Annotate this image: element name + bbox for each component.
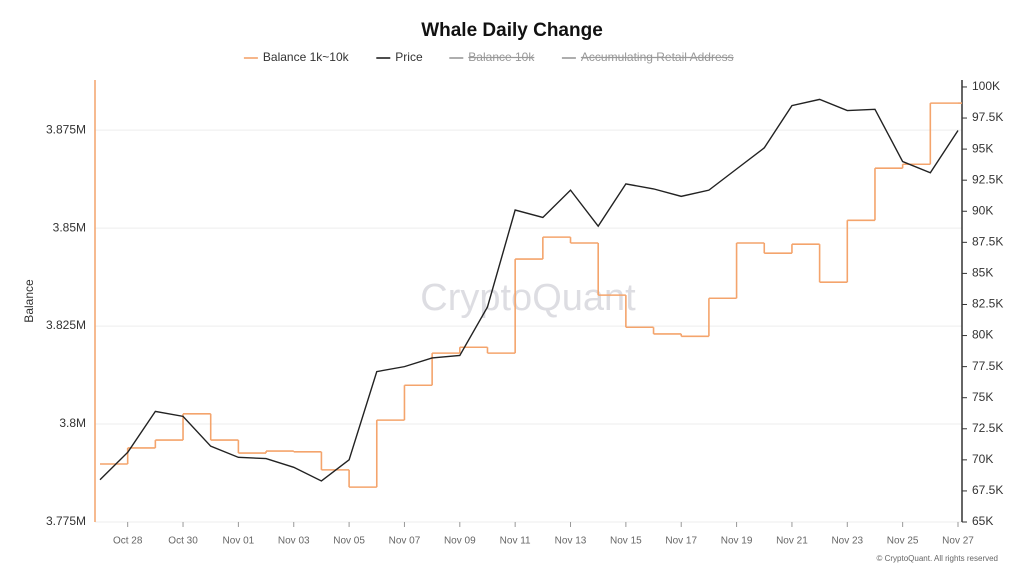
y2-tick-label: 85K [972, 266, 993, 280]
x-tick-label: Nov 27 [942, 536, 974, 547]
chart-title: Whale Daily Change [421, 20, 603, 41]
y2-tick-label: 92.5K [972, 172, 1003, 186]
price-line [99, 98, 959, 482]
y2-tick-label: 65K [972, 514, 993, 528]
x-tick-label: Nov 23 [831, 536, 863, 547]
y2-tick-label: 97.5K [972, 110, 1003, 124]
x-tick-label: Nov 01 [223, 536, 255, 547]
y-tick-label: 3.8M [59, 416, 86, 430]
x-tick-label: Nov 15 [610, 536, 642, 547]
x-tick-label: Nov 09 [444, 536, 476, 547]
x-tick-label: Nov 07 [389, 536, 421, 547]
y2-tick-label: 75K [972, 390, 993, 404]
x-tick-label: Nov 25 [887, 536, 919, 547]
y2-tick-label: 100K [972, 79, 1000, 93]
x-tick-label: Nov 11 [500, 536, 531, 547]
x-tick-label: Nov 19 [721, 536, 753, 547]
x-tick-label: Nov 13 [555, 536, 587, 547]
y-tick-label: 3.775M [46, 514, 86, 528]
footer: © CryptoQuant. All rights reserved [877, 554, 999, 563]
x-tick-label: Oct 28 [113, 536, 143, 547]
legend-label[interactable]: Accumulating Retail Address [581, 50, 734, 64]
y2-tick-label: 82.5K [972, 297, 1003, 311]
x-tick-label: Oct 30 [168, 536, 198, 547]
y2-tick-label: 67.5K [972, 483, 1003, 497]
y-tick-label: 3.875M [46, 122, 86, 136]
legend-label[interactable]: Balance 10k [468, 50, 535, 64]
y-tick-label: 3.85M [53, 220, 86, 234]
x-tick-label: Nov 05 [333, 536, 365, 547]
y2-tick-label: 87.5K [972, 235, 1003, 249]
y-axis-title: Balance [22, 279, 36, 323]
legend-label[interactable]: Price [395, 50, 423, 64]
x-tick-label: Nov 03 [278, 536, 310, 547]
x-tick-label: Nov 17 [665, 536, 697, 547]
y2-tick-label: 72.5K [972, 421, 1003, 435]
y2-tick-label: 90K [972, 203, 993, 217]
x-tick-label: Nov 21 [776, 536, 808, 547]
y-tick-label: 3.825M [46, 318, 86, 332]
watermark: CryptoQuant [420, 277, 636, 319]
legend-label[interactable]: Balance 1k~10k [263, 50, 350, 64]
y2-tick-label: 77.5K [972, 359, 1003, 373]
y2-tick-label: 70K [972, 452, 993, 466]
y2-tick-label: 80K [972, 328, 993, 342]
y2-tick-label: 95K [972, 141, 993, 155]
